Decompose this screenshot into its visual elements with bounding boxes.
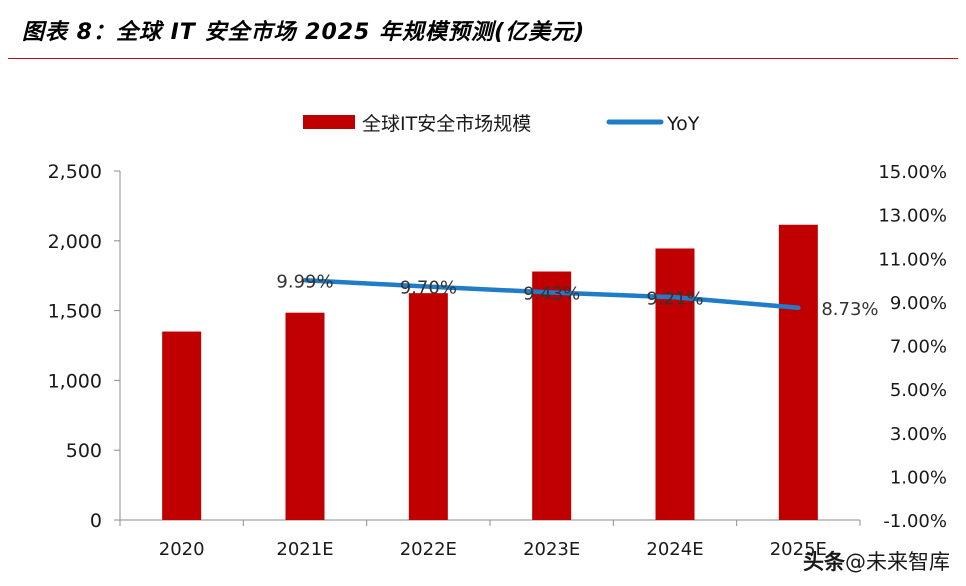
- x-tick-label: 2025E: [770, 539, 827, 560]
- x-tick-label: 2021E: [276, 539, 333, 560]
- x-tick-label: 2022E: [400, 539, 457, 560]
- watermark-source: 头条: [803, 550, 845, 574]
- bar-2023E: [532, 271, 572, 520]
- y-left-tick-label: 1,500: [48, 301, 102, 323]
- chart-legend: 全球IT安全市场规模 YoY: [303, 113, 700, 135]
- y-left-tick-label: 1,000: [48, 370, 102, 392]
- y-right-tick-label: -1.00%: [883, 511, 947, 532]
- line-series: 9.99% 9.70% 9.43% 9.21% 8.73%: [276, 271, 878, 319]
- y-right-tick-label: 3.00%: [890, 424, 947, 445]
- y-left-tick-label: 2,000: [48, 231, 102, 253]
- y-right-tick-label: 15.00%: [878, 162, 947, 183]
- watermark-account: @未来智库: [845, 550, 950, 574]
- y-left-tick-label: 0: [90, 510, 102, 532]
- yoy-data-label: 8.73%: [821, 299, 878, 320]
- y-right-tick-label: 9.00%: [890, 293, 947, 314]
- x-tick-label: 2023E: [523, 539, 580, 560]
- y-right-tick-label: 7.00%: [890, 337, 947, 358]
- y-right-tick-label: 11.00%: [878, 249, 947, 270]
- y-left-tick-label: 500: [66, 440, 102, 462]
- chart-axes: 0 500 1,000 1,500 2,000 2,500 -1.00% 1.00% 3.00%…: [48, 161, 947, 560]
- yoy-data-label: 9.43%: [523, 283, 580, 304]
- bar-2021E: [285, 312, 325, 520]
- legend-swatch-bar: [303, 115, 355, 129]
- yoy-data-label: 9.99%: [276, 271, 333, 292]
- bar-2022E: [408, 293, 448, 520]
- y-right-tick-label: 1.00%: [890, 467, 947, 488]
- watermark: 头条@未来智库: [803, 546, 950, 576]
- bar-2025E: [778, 224, 818, 520]
- x-tick-label: 2024E: [646, 539, 703, 560]
- bar-series: [162, 224, 818, 520]
- yoy-data-label: 9.21%: [646, 288, 703, 309]
- legend-label-line: YoY: [666, 113, 700, 135]
- x-tick-label: 2020: [159, 539, 205, 560]
- page-title: 图表 8：全球 IT 安全市场 2025 年规模预测(亿美元): [22, 20, 586, 45]
- legend-label-bar: 全球IT安全市场规模: [362, 113, 531, 135]
- y-right-tick-label: 13.00%: [878, 206, 947, 227]
- bar-2020: [162, 331, 202, 520]
- y-right-tick-label: 5.00%: [890, 380, 947, 401]
- yoy-data-label: 9.70%: [400, 278, 457, 299]
- title-divider: [8, 58, 958, 59]
- bar-2024E: [655, 248, 695, 520]
- y-left-tick-label: 2,500: [48, 161, 102, 183]
